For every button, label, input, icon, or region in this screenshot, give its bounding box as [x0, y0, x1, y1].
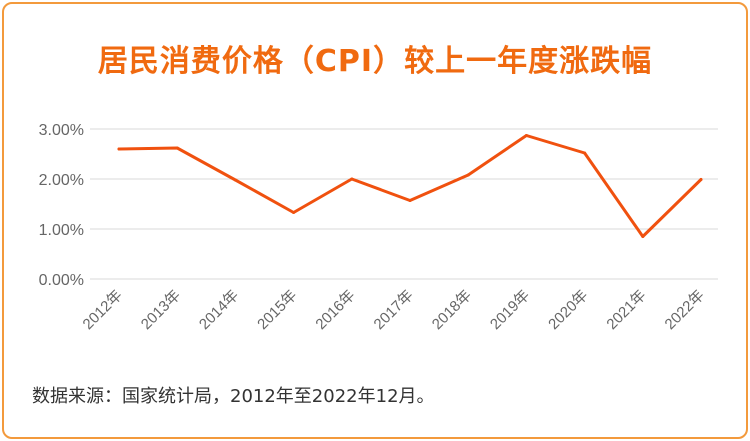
x-tick-label: 2012年 — [80, 287, 126, 333]
data-point — [583, 151, 587, 155]
data-point — [524, 134, 528, 137]
x-tick-label: 2019年 — [487, 287, 533, 333]
series-line — [117, 134, 703, 238]
x-tick-label: 2018年 — [429, 287, 475, 333]
data-point — [292, 211, 296, 214]
data-point — [175, 146, 179, 150]
data-point — [466, 173, 470, 177]
x-tick-label: 2021年 — [603, 287, 649, 333]
data-point — [350, 177, 354, 181]
y-tick-label: 2.00% — [39, 172, 84, 189]
data-point — [408, 199, 412, 202]
x-tick-label: 2022年 — [662, 287, 708, 333]
y-tick-label: 1.00% — [39, 222, 84, 239]
x-tick-label: 2013年 — [138, 287, 184, 333]
x-tick-label: 2015年 — [254, 287, 300, 333]
data-point — [117, 147, 121, 151]
y-tick-label: 0.00% — [39, 272, 84, 289]
x-tick-label: 2014年 — [196, 287, 242, 333]
y-tick-label: 3.00% — [39, 122, 84, 139]
x-tick-label: 2016年 — [312, 287, 358, 333]
data-point — [699, 178, 703, 181]
chart-title: 居民消费价格（CPI）较上一年度涨跌幅 — [97, 44, 653, 79]
data-point — [641, 235, 645, 238]
data-point — [233, 178, 237, 182]
x-tick-label: 2017年 — [371, 287, 417, 333]
data-source-note: 数据来源：国家统计局，2012年至2022年12月。 — [32, 386, 435, 407]
x-tick-label: 2020年 — [545, 287, 591, 333]
